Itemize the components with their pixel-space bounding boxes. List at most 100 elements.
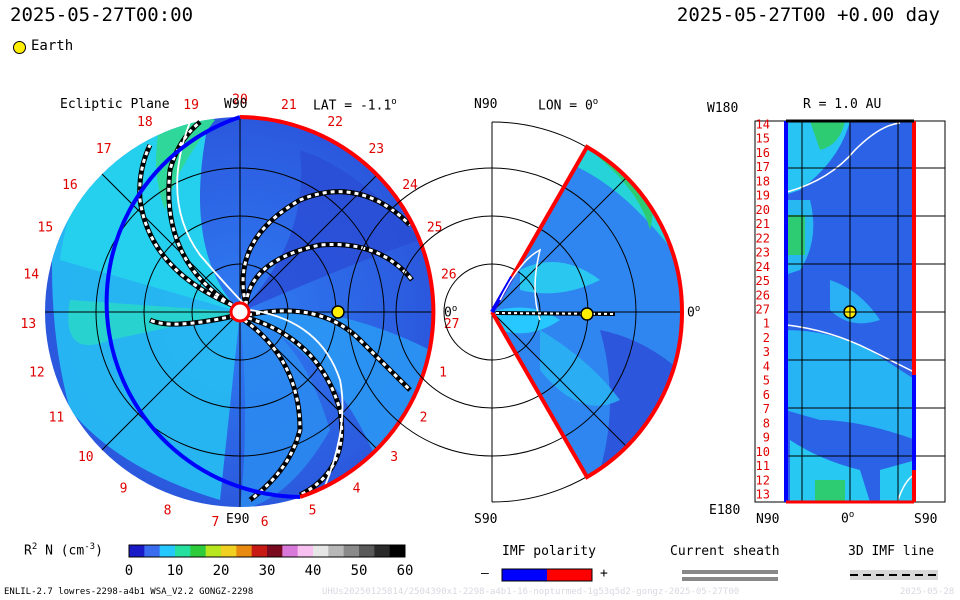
rotation-day-label: 26: [756, 288, 770, 302]
colorbar-segment: [389, 545, 406, 557]
colorbar-segment: [343, 545, 360, 557]
rotation-day-label: 7: [763, 402, 770, 416]
colorbar-segment: [359, 545, 375, 557]
colorbar-segment: [159, 545, 176, 557]
colorbar-segment: [251, 545, 268, 557]
colorbar-segment: [282, 545, 299, 557]
imf-plus-swatch: [547, 569, 592, 581]
earth-legend-label: Earth: [31, 38, 74, 54]
carrington-label: 19: [183, 98, 199, 113]
colorbar-tick-label: 40: [305, 563, 322, 579]
rotation-day-label: 20: [756, 203, 770, 217]
earth-legend-icon: [13, 41, 26, 54]
radial-bottom-label: E180: [709, 503, 741, 518]
rotation-day-label: 6: [763, 388, 770, 402]
rotation-day-label: 9: [763, 431, 770, 445]
carrington-label: 5: [309, 504, 317, 519]
radial-x-left-label: N90: [756, 512, 780, 527]
colorbar-tick-label: 20: [213, 563, 230, 579]
ecliptic-bottom-label: E90: [226, 512, 250, 527]
rotation-day-label: 24: [756, 260, 770, 274]
rotation-day-label: 11: [756, 459, 770, 473]
earth-marker-meridional: [580, 307, 594, 321]
carrington-label: 21: [281, 98, 297, 113]
colorbar-tick-label: 60: [397, 563, 414, 579]
colorbar-segment: [236, 545, 253, 557]
rotation-day-label: 10: [756, 445, 770, 459]
carrington-label: 27: [444, 317, 460, 332]
colorbar-tick-label: 30: [259, 563, 276, 579]
carrington-label: 9: [120, 482, 128, 497]
rotation-day-label: 19: [756, 189, 770, 203]
imf-polarity-label: IMF polarity: [502, 544, 596, 559]
rotation-day-label: 3: [763, 345, 770, 359]
meridional-bottom-label: S90: [474, 512, 498, 527]
colorbar-segment: [221, 545, 237, 557]
carrington-label: 13: [21, 317, 37, 332]
colorbar-segment: [328, 545, 345, 557]
ecliptic-top-label: W90: [224, 97, 248, 112]
rotation-day-labels: 1415161718192021222324252627123456789101…: [756, 118, 770, 502]
model-info-text: ENLIL-2.7 lowres-2298-a4b1 WSA_V2.2 GONG…: [4, 587, 254, 597]
imf-minus-label: –: [481, 566, 489, 581]
rotation-day-label: 16: [756, 146, 770, 160]
earth-marker-ecliptic: [331, 305, 345, 319]
colorbar-segment: [144, 545, 161, 557]
rotation-day-label: 15: [756, 132, 770, 146]
colorbar-frame: [128, 544, 406, 558]
carrington-label: 15: [38, 221, 54, 236]
carrington-label: 22: [327, 115, 343, 130]
datetime-left: 2025-05-27T00:00: [10, 4, 194, 26]
rotation-day-label: 4: [763, 359, 770, 373]
current-sheath-label: Current sheath: [670, 544, 780, 559]
rotation-day-label: 23: [756, 246, 770, 260]
ecliptic-plane-plot: 20 21222324252627123456789101112131415161…: [21, 93, 460, 531]
colorbar-segment: [297, 545, 314, 557]
rotation-day-label: 8: [763, 416, 770, 430]
carrington-label: 18: [137, 115, 153, 130]
latitude-label: LAT = -1.1o: [313, 97, 397, 114]
carrington-label: 14: [23, 268, 39, 283]
rotation-day-label: 27: [756, 303, 770, 317]
footer-date-text: 2025-05-28: [900, 587, 955, 597]
colorbar-tick-label: 0: [125, 563, 133, 579]
rotation-day-label: 21: [756, 217, 770, 231]
colorbar-segment: [313, 545, 329, 557]
rotation-day-label: 12: [756, 473, 770, 487]
meridional-top-label: N90: [474, 97, 498, 112]
colorbar-label: R2 N (cm-3): [24, 542, 103, 559]
radius-label: R = 1.0 AU: [803, 97, 882, 112]
radial-x-mid-label: 0o: [841, 510, 855, 527]
rotation-day-label: 2: [763, 331, 770, 345]
rotation-day-label: 5: [763, 374, 770, 388]
colorbar-segment: [267, 545, 283, 557]
carrington-label: 24: [402, 178, 418, 193]
carrington-label: 2: [420, 411, 428, 426]
datetime-right: 2025-05-27T00 +0.00 day: [676, 4, 940, 26]
longitude-label: LON = 0o: [538, 97, 599, 114]
imf-plus-label: +: [600, 566, 608, 581]
carrington-label: 25: [427, 221, 443, 236]
ecliptic-title: Ecliptic Plane: [60, 97, 170, 112]
radius-map-plot: 1415161718192021222324252627123456789101…: [754, 118, 946, 504]
radial-top-label: W180: [707, 101, 739, 116]
carrington-label: 16: [62, 178, 78, 193]
colorbar-tick-label: 10: [167, 563, 184, 579]
colorbar-segment: [205, 545, 222, 557]
carrington-label: 10: [78, 450, 94, 465]
colorbar-segment: [374, 545, 391, 557]
carrington-label: 12: [29, 365, 45, 380]
density-colorbar: 0 10 20 30 40 50 60: [125, 544, 414, 579]
carrington-label: 8: [164, 504, 172, 519]
radial-x-right-label: S90: [914, 512, 938, 527]
rotation-day-label: 13: [756, 488, 770, 502]
rotation-day-label: 18: [756, 174, 770, 188]
rotation-day-label: 1: [763, 317, 770, 331]
colorbar-tick-label: 50: [351, 563, 368, 579]
carrington-label: 7: [211, 515, 219, 530]
carrington-label: 20: [232, 93, 248, 108]
carrington-label: 23: [368, 142, 384, 157]
rotation-day-label: 17: [756, 160, 770, 174]
imf-minus-swatch: [502, 569, 547, 581]
